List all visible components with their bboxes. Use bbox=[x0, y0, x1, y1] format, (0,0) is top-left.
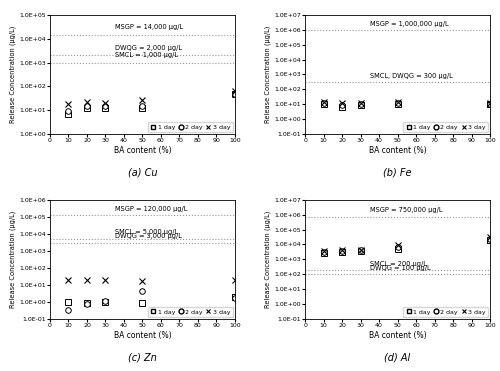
2 day bbox=[358, 102, 364, 106]
2 day bbox=[339, 249, 345, 253]
Text: MSGP = 1,000,000 μg/L: MSGP = 1,000,000 μg/L bbox=[370, 21, 448, 27]
Text: DWQG = 100 μg/L: DWQG = 100 μg/L bbox=[370, 265, 430, 271]
Text: DWQG = 3,000 μg/L: DWQG = 3,000 μg/L bbox=[114, 233, 182, 239]
1 day bbox=[66, 300, 71, 304]
1 day bbox=[394, 102, 400, 106]
1 day bbox=[66, 112, 71, 116]
3 day bbox=[102, 278, 108, 282]
Text: MSGP = 14,000 μg/L: MSGP = 14,000 μg/L bbox=[114, 24, 183, 30]
Line: 1 day: 1 day bbox=[66, 294, 238, 306]
2 day bbox=[394, 101, 400, 105]
1 day bbox=[487, 102, 493, 106]
Line: 2 day: 2 day bbox=[66, 288, 238, 312]
3 day bbox=[394, 243, 400, 247]
3 day bbox=[102, 101, 108, 105]
Line: 3 day: 3 day bbox=[321, 234, 493, 254]
3 day bbox=[358, 247, 364, 252]
Legend: 1 day, 2 day, 3 day: 1 day, 2 day, 3 day bbox=[403, 122, 488, 132]
1 day bbox=[320, 251, 326, 256]
2 day bbox=[358, 248, 364, 253]
1 day bbox=[339, 104, 345, 109]
1 day bbox=[84, 105, 90, 110]
3 day bbox=[140, 97, 145, 102]
3 day bbox=[487, 101, 493, 105]
Text: MSGP = 120,000 μg/L: MSGP = 120,000 μg/L bbox=[114, 206, 187, 212]
2 day bbox=[66, 109, 71, 114]
Text: SMCL = 1,000 μg/L: SMCL = 1,000 μg/L bbox=[114, 52, 178, 58]
3 day bbox=[320, 100, 326, 104]
X-axis label: BA content (%): BA content (%) bbox=[114, 146, 171, 155]
3 day bbox=[66, 278, 71, 282]
1 day bbox=[140, 105, 145, 110]
Y-axis label: Release Concentration (μg/L): Release Concentration (μg/L) bbox=[265, 211, 272, 308]
2 day bbox=[140, 289, 145, 293]
2 day bbox=[232, 91, 238, 96]
2 day bbox=[394, 244, 400, 249]
Line: 2 day: 2 day bbox=[321, 236, 493, 255]
Y-axis label: Release Concentration (μg/L): Release Concentration (μg/L) bbox=[10, 211, 16, 308]
3 day bbox=[358, 101, 364, 105]
3 day bbox=[84, 278, 90, 282]
3 day bbox=[232, 89, 238, 93]
2 day bbox=[140, 104, 145, 108]
3 day bbox=[84, 100, 90, 104]
2 day bbox=[84, 302, 90, 306]
Line: 3 day: 3 day bbox=[66, 277, 238, 283]
3 day bbox=[339, 248, 345, 253]
3 day bbox=[232, 278, 238, 282]
Line: 1 day: 1 day bbox=[321, 237, 493, 256]
Line: 2 day: 2 day bbox=[321, 101, 493, 108]
3 day bbox=[394, 100, 400, 104]
2 day bbox=[102, 104, 108, 108]
X-axis label: BA content (%): BA content (%) bbox=[369, 331, 426, 340]
1 day bbox=[320, 102, 326, 106]
2 day bbox=[102, 298, 108, 303]
Text: SMCL, DWQG = 300 μg/L: SMCL, DWQG = 300 μg/L bbox=[370, 73, 452, 79]
Y-axis label: Release Concentration (μg/L): Release Concentration (μg/L) bbox=[10, 26, 16, 123]
3 day bbox=[140, 278, 145, 283]
3 day bbox=[487, 235, 493, 240]
Line: 1 day: 1 day bbox=[66, 91, 238, 117]
3 day bbox=[66, 102, 71, 106]
1 day bbox=[339, 250, 345, 255]
2 day bbox=[320, 101, 326, 105]
Text: (c) Zn: (c) Zn bbox=[128, 352, 157, 362]
3 day bbox=[320, 249, 326, 253]
Line: 3 day: 3 day bbox=[66, 88, 238, 107]
2 day bbox=[339, 103, 345, 107]
2 day bbox=[487, 236, 493, 241]
Y-axis label: Release Concentration (μg/L): Release Concentration (μg/L) bbox=[265, 26, 272, 123]
2 day bbox=[320, 250, 326, 255]
1 day bbox=[358, 249, 364, 253]
Text: (b) Fe: (b) Fe bbox=[384, 168, 412, 178]
Text: (a) Cu: (a) Cu bbox=[128, 168, 157, 178]
Text: MSGP = 750,000 μg/L: MSGP = 750,000 μg/L bbox=[370, 207, 442, 213]
Legend: 1 day, 2 day, 3 day: 1 day, 2 day, 3 day bbox=[403, 307, 488, 317]
Legend: 1 day, 2 day, 3 day: 1 day, 2 day, 3 day bbox=[148, 307, 233, 317]
X-axis label: BA content (%): BA content (%) bbox=[114, 331, 171, 340]
Line: 1 day: 1 day bbox=[321, 102, 493, 109]
2 day bbox=[84, 104, 90, 108]
1 day bbox=[394, 247, 400, 251]
2 day bbox=[66, 308, 71, 312]
1 day bbox=[102, 105, 108, 110]
1 day bbox=[487, 238, 493, 242]
X-axis label: BA content (%): BA content (%) bbox=[369, 146, 426, 155]
Line: 3 day: 3 day bbox=[321, 99, 493, 106]
3 day bbox=[339, 101, 345, 105]
2 day bbox=[487, 102, 493, 106]
1 day bbox=[232, 295, 238, 299]
1 day bbox=[84, 301, 90, 305]
Text: SMCL = 5,000 μg/L: SMCL = 5,000 μg/L bbox=[114, 230, 178, 236]
Text: DWQG = 2,000 μg/L: DWQG = 2,000 μg/L bbox=[114, 45, 182, 50]
Text: SMCL = 200 μg/L: SMCL = 200 μg/L bbox=[370, 261, 426, 267]
1 day bbox=[358, 103, 364, 107]
1 day bbox=[140, 301, 145, 305]
Text: (d) Al: (d) Al bbox=[384, 352, 410, 362]
2 day bbox=[232, 295, 238, 300]
Legend: 1 day, 2 day, 3 day: 1 day, 2 day, 3 day bbox=[148, 122, 233, 132]
1 day bbox=[102, 300, 108, 304]
Line: 2 day: 2 day bbox=[66, 91, 238, 114]
1 day bbox=[232, 91, 238, 96]
